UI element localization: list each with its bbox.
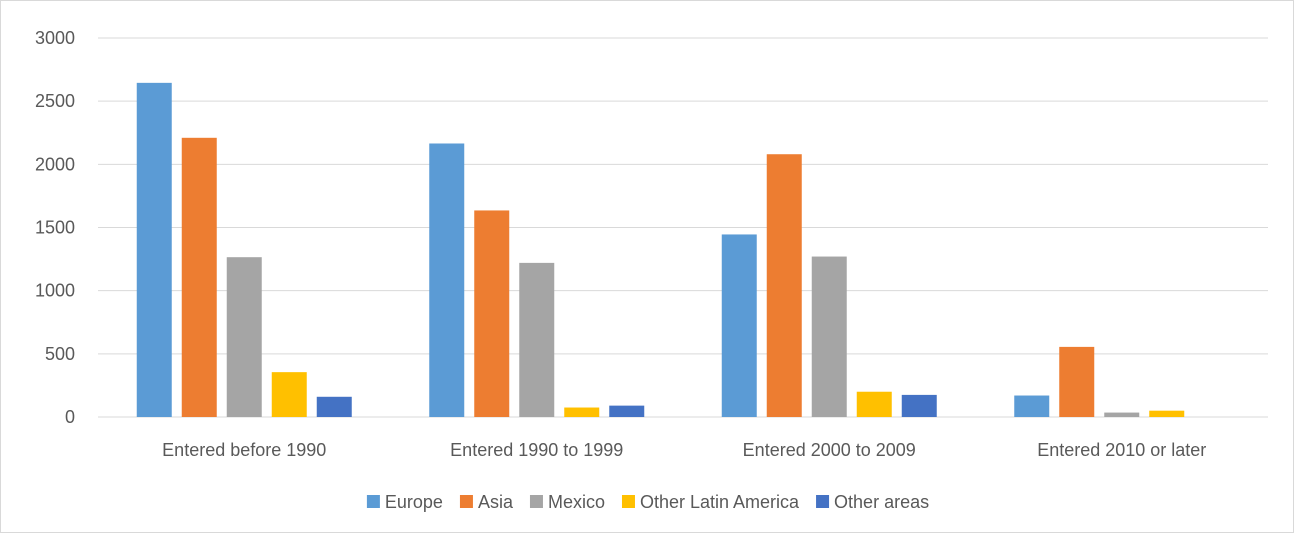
legend-swatch-other-areas xyxy=(816,495,830,508)
bar-asia-0 xyxy=(181,137,217,417)
y-axis-ticks: 0 500 1000 1500 2000 2500 3000 xyxy=(35,28,75,427)
bar-asia-2 xyxy=(766,154,802,417)
y-tick-label: 500 xyxy=(45,344,75,364)
bar-asia-1 xyxy=(474,210,510,417)
bar-other-latin-america-1 xyxy=(564,407,600,417)
bar-mexico-0 xyxy=(226,257,262,417)
bar-mexico-1 xyxy=(519,262,555,417)
x-tick-label: Entered 1990 to 1999 xyxy=(450,440,623,460)
x-tick-label: Entered before 1990 xyxy=(162,440,326,460)
x-tick-label: Entered 2000 to 2009 xyxy=(743,440,916,460)
bar-europe-0 xyxy=(136,82,172,418)
bar-europe-3 xyxy=(1014,395,1050,417)
y-tick-label: 3000 xyxy=(35,28,75,48)
legend-swatch-europe xyxy=(366,495,380,508)
bar-europe-1 xyxy=(429,143,465,417)
bar-other-areas-0 xyxy=(316,396,352,417)
legend-label: Europe xyxy=(385,492,443,512)
y-tick-label: 0 xyxy=(65,407,75,427)
bars xyxy=(136,82,1185,418)
bar-mexico-3 xyxy=(1104,412,1140,417)
y-tick-label: 2000 xyxy=(35,154,75,174)
bar-mexico-2 xyxy=(811,256,847,417)
legend-label: Mexico xyxy=(548,492,605,512)
bar-other-latin-america-3 xyxy=(1149,410,1185,417)
legend-label: Other Latin America xyxy=(640,492,800,512)
y-tick-label: 1500 xyxy=(35,218,75,238)
legend: Europe Asia Mexico Other Latin America Other… xyxy=(366,492,929,512)
bar-europe-2 xyxy=(721,234,757,417)
bar-other-areas-1 xyxy=(609,405,645,417)
legend-swatch-mexico xyxy=(529,495,543,508)
legend-label: Other areas xyxy=(834,492,929,512)
x-axis-ticks: Entered before 1990 Entered 1990 to 1999 E… xyxy=(162,440,1206,460)
bar-other-areas-2 xyxy=(901,394,937,417)
bar-other-latin-america-0 xyxy=(271,372,307,417)
bar-other-latin-america-2 xyxy=(856,391,892,417)
gridlines xyxy=(98,37,1268,418)
x-tick-label: Entered 2010 or later xyxy=(1037,440,1206,460)
y-tick-label: 1000 xyxy=(35,281,75,301)
y-tick-label: 2500 xyxy=(35,91,75,111)
legend-swatch-other-latin-america xyxy=(621,495,635,508)
legend-label: Asia xyxy=(478,492,514,512)
bar-asia-3 xyxy=(1059,346,1095,417)
legend-swatch-asia xyxy=(459,495,473,508)
